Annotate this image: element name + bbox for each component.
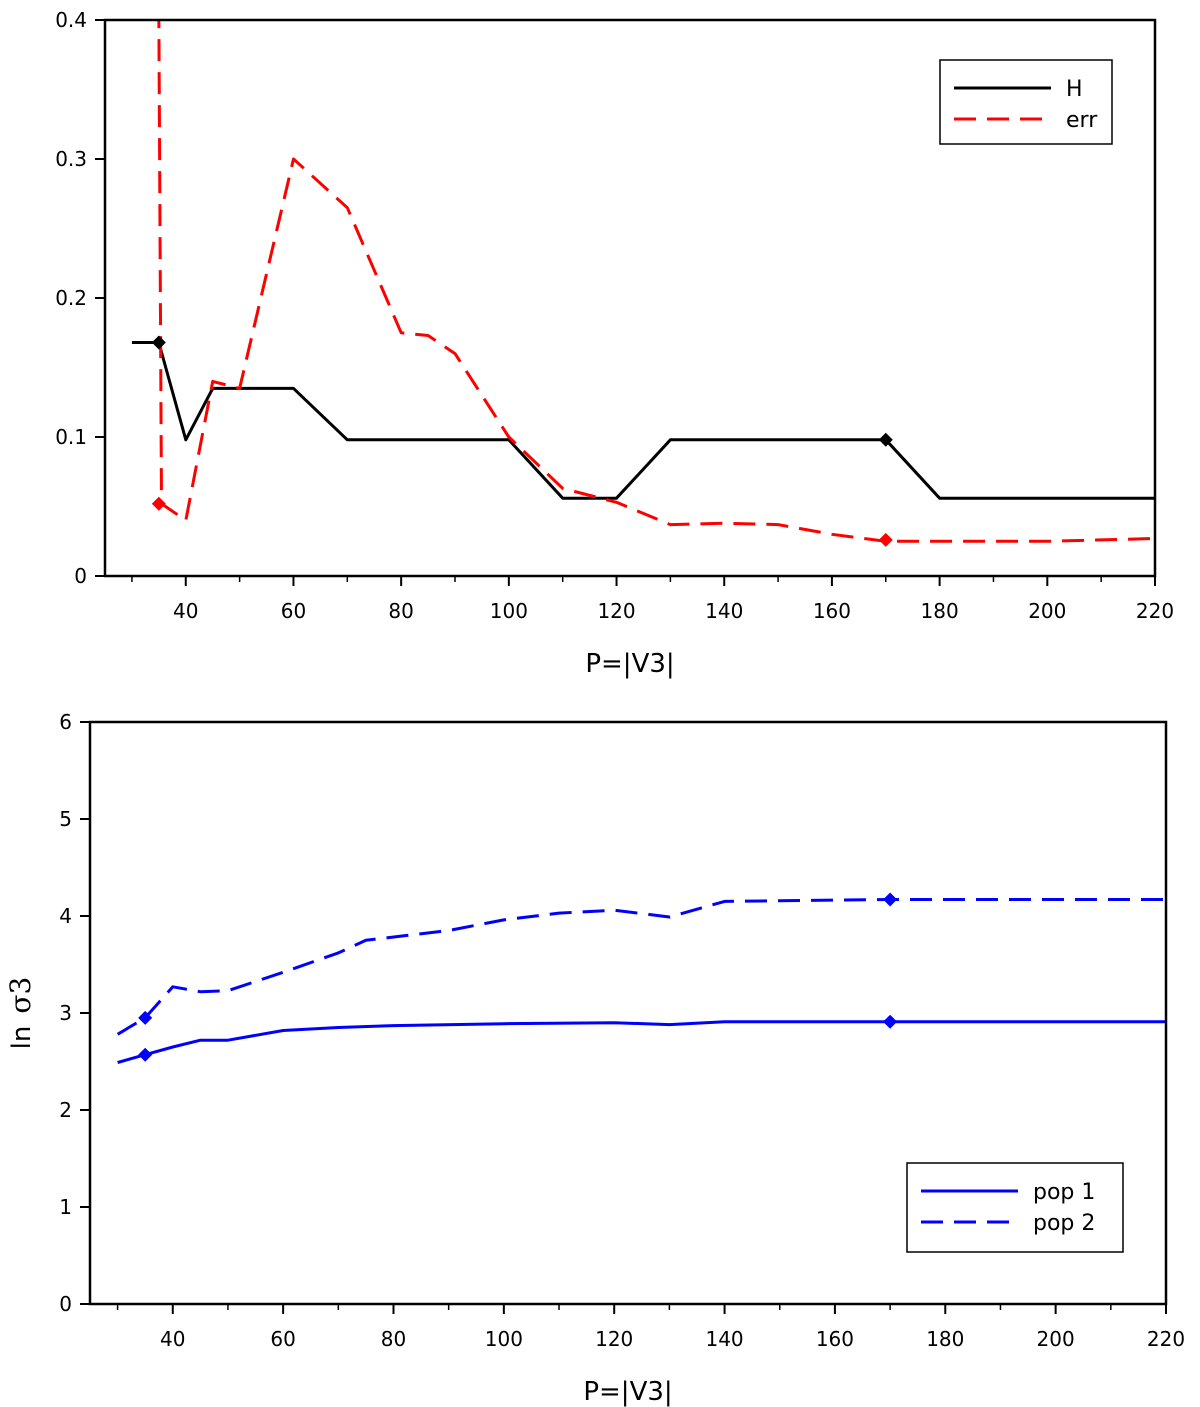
chart-top: 40 60 80 100 120 140 160 180 200 220 0 0.1 0.2 0.3 0.4… xyxy=(55,8,1174,679)
data-marker-err-0 xyxy=(151,496,166,511)
y-tick-label: 3 xyxy=(59,1001,72,1025)
x-tick-label: 40 xyxy=(160,1327,185,1351)
x-tick-label: 80 xyxy=(381,1327,406,1351)
x-axis-title: P=|V3| xyxy=(583,1377,672,1407)
legend-label: err xyxy=(1066,108,1098,133)
data-marker-pop-2-0 xyxy=(138,1010,153,1025)
y-tick-label: 2 xyxy=(59,1098,72,1122)
x-tick-label: 160 xyxy=(813,599,851,623)
legend-box xyxy=(906,1162,1124,1253)
x-axis-title: P=|V3| xyxy=(585,649,674,679)
y-tick-label: 4 xyxy=(59,904,72,928)
legend-box xyxy=(939,59,1113,145)
series-line-pop-2 xyxy=(116,898,1166,1036)
x-tick-label: 120 xyxy=(597,599,635,623)
y-axis-title-symbol: σ3 xyxy=(4,977,37,1014)
y-tick-label: 0 xyxy=(59,1292,72,1316)
y-tick-label: 5 xyxy=(59,807,72,831)
plot-area xyxy=(116,898,1166,1064)
data-marker-pop-1-1 xyxy=(883,1014,898,1029)
x-tick-label: 160 xyxy=(816,1327,854,1351)
series-line-h xyxy=(131,341,1155,500)
series-line-pop-1 xyxy=(117,1020,1166,1064)
x-tick-label: 60 xyxy=(281,599,306,623)
legend-label: H xyxy=(1066,77,1083,102)
data-marker-err-1 xyxy=(878,532,893,547)
x-tick-label: 100 xyxy=(490,599,528,623)
y-tick-label: 6 xyxy=(59,710,72,734)
series-line-err xyxy=(157,20,1155,543)
x-tick-label: 180 xyxy=(921,599,959,623)
chart-bottom: 40 60 80 100 120 140 160 180 200 220 0 1 2 3 4 5 6 P=|V3|… xyxy=(4,710,1185,1407)
x-tick-label: 220 xyxy=(1136,599,1174,623)
x-tick-label: 200 xyxy=(1037,1327,1075,1351)
x-tick-label: 140 xyxy=(705,599,743,623)
x-tick-label: 120 xyxy=(595,1327,633,1351)
x-tick-label: 80 xyxy=(388,599,413,623)
legend: pop 1 pop 2 xyxy=(906,1162,1124,1253)
y-axis-title: ln σ3 xyxy=(4,977,37,1050)
y-tick-label: 0.1 xyxy=(55,425,87,449)
x-tick-label: 220 xyxy=(1147,1327,1185,1351)
legend-label: pop 1 xyxy=(1033,1180,1095,1205)
y-tick-label: 0.3 xyxy=(55,147,87,171)
y-tick-label: 0.4 xyxy=(55,8,87,32)
x-tick-label: 60 xyxy=(270,1327,295,1351)
y-tick-label: 1 xyxy=(59,1195,72,1219)
x-tick-label: 200 xyxy=(1028,599,1066,623)
legend-label: pop 2 xyxy=(1033,1211,1095,1236)
x-tick-label: 100 xyxy=(485,1327,523,1351)
y-tick-label: 0 xyxy=(74,564,87,588)
y-tick-label: 0.2 xyxy=(55,286,87,310)
x-tick-label: 40 xyxy=(173,599,198,623)
data-marker-h-0 xyxy=(151,335,166,350)
data-marker-h-1 xyxy=(878,432,893,447)
data-marker-pop-1-0 xyxy=(138,1047,153,1062)
y-axis-title-prefix: ln xyxy=(7,1026,37,1050)
x-tick-label: 140 xyxy=(705,1327,743,1351)
x-tick-label: 180 xyxy=(926,1327,964,1351)
data-marker-pop-2-1 xyxy=(883,892,898,907)
